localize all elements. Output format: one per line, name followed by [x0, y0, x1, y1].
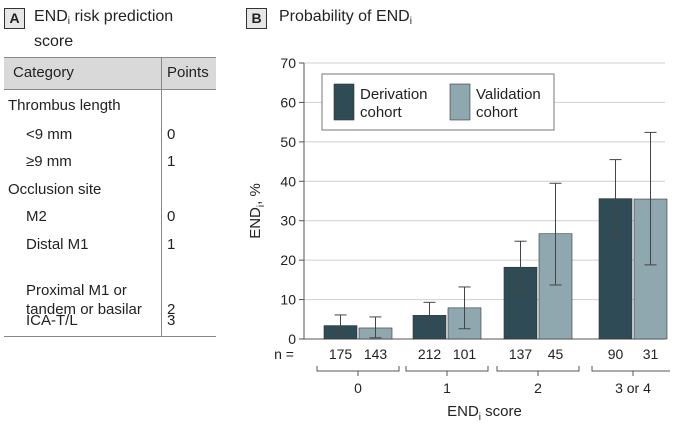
table-row: Proximal M1 or tandem or basilar 2: [4, 262, 216, 319]
panel-b-title-sub: i: [409, 16, 412, 27]
row-points: 0: [167, 126, 176, 143]
n-label: 143: [364, 346, 388, 362]
row-label: Thrombus length: [8, 97, 121, 114]
category-bracket: [405, 366, 489, 372]
panel-b-letter: B: [246, 8, 267, 29]
x-category-label: 3 or 4: [615, 380, 651, 396]
legend-swatch-derivation: [333, 83, 355, 121]
n-label: 175: [329, 346, 353, 362]
row-label: ICA-T/L: [26, 312, 78, 329]
header-divider: [161, 58, 162, 89]
category-bracket: [316, 366, 400, 372]
y-tick-label: 60: [280, 94, 296, 110]
n-prefix-label: n =: [274, 346, 294, 362]
n-label: 212: [418, 346, 442, 362]
x-category-label: 1: [443, 380, 451, 396]
validation-bar: [633, 198, 668, 340]
header-category: Category: [13, 64, 74, 81]
row-label: M2: [26, 208, 47, 225]
panel-a-letter: A: [4, 8, 25, 29]
row-label: Occlusion site: [8, 181, 102, 198]
n-label: 45: [548, 346, 564, 362]
row-label: Proximal M1 or tandem or basilar: [26, 282, 142, 318]
y-tick-label: 20: [280, 252, 296, 268]
row-points: 1: [167, 236, 176, 253]
row-points: 3: [167, 312, 176, 329]
y-tick-label: 30: [280, 213, 296, 229]
panel-a-title-line2: score: [34, 33, 74, 50]
risk-score-table: Category Points Thrombus length <9 mm 0 …: [4, 57, 216, 337]
legend-label-derivation: Derivation cohort: [360, 86, 428, 121]
row-points: 2: [167, 301, 176, 318]
y-tick-label: 10: [280, 292, 296, 308]
panel-a-title-rest: risk prediction: [70, 8, 174, 25]
legend-box: [321, 73, 555, 131]
category-bracket: [496, 366, 580, 372]
x-category-label: 2: [534, 380, 542, 396]
category-bracket: [591, 366, 670, 372]
panel-b-title: Probability of ENDi: [279, 7, 412, 32]
legend-swatch-validation: [449, 83, 471, 121]
row-points: 1: [167, 153, 176, 170]
probability-bar-chart: 0 10 20 30 40 50 60 70 ENDi, % n = 175 143 0 212 101 1 1…: [247, 55, 670, 423]
y-tick-label: 40: [280, 173, 296, 189]
panel-a-title: ENDi risk prediction score: [34, 7, 173, 52]
legend-label-validation: Validation cohort: [476, 86, 541, 121]
panel-a-title-sub: i: [67, 16, 71, 27]
column-divider: [161, 88, 162, 336]
x-axis-title: ENDi score: [447, 403, 522, 423]
n-label: 137: [509, 346, 533, 362]
row-points: 0: [167, 208, 176, 225]
header-points: Points: [167, 64, 209, 81]
y-tick-label: 50: [280, 134, 296, 150]
n-label: 101: [453, 346, 477, 362]
panel-b-title-text: Probability of END: [279, 8, 410, 25]
y-tick-label: 0: [288, 331, 296, 347]
table-header: Category Points: [4, 57, 216, 90]
n-label: 90: [608, 346, 624, 362]
y-axis-title: ENDi, %: [247, 183, 267, 239]
row-label: <9 mm: [26, 126, 73, 143]
x-category-label: 0: [354, 380, 362, 396]
y-tick-label: 70: [280, 55, 296, 71]
n-label: 31: [643, 346, 659, 362]
panel-a-title-end: END: [34, 8, 68, 25]
row-label: ≥9 mm: [26, 153, 72, 170]
row-label: Distal M1: [26, 236, 89, 253]
